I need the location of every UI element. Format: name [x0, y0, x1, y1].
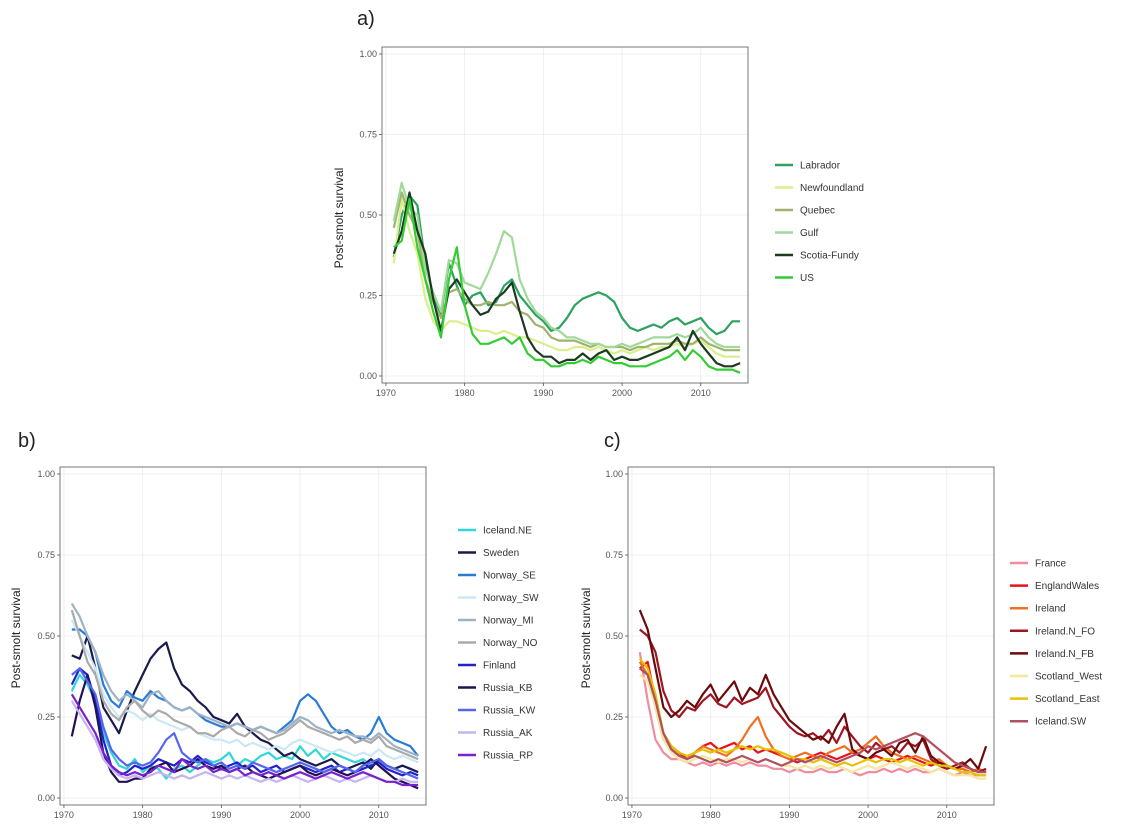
- y-tick-label-b: 0.75: [37, 550, 55, 560]
- y-tick-label-a: 0.50: [359, 210, 377, 220]
- panel-label-c: c): [604, 430, 621, 452]
- plot-frame-b: [59, 466, 427, 806]
- legend-label-c-2: Ireland: [1035, 604, 1066, 615]
- x-tick-label-a: 2010: [691, 388, 711, 398]
- x-tick-label-b: 2010: [369, 810, 389, 820]
- plot-frame-c: [627, 466, 995, 806]
- legend-label-a-1: Newfoundland: [800, 183, 864, 194]
- series-line-c-0: [638, 652, 987, 777]
- legend-label-b-9: Russia_AK: [483, 728, 533, 739]
- legend-label-a-5: US: [800, 273, 814, 284]
- legend-label-c-5: Scotland_West: [1035, 672, 1102, 683]
- series-line-a-2: [392, 191, 741, 352]
- legend-label-b-10: Russia_RP: [483, 751, 533, 762]
- y-tick-label-a: 0.25: [359, 291, 377, 301]
- legend-label-a-4: Scotia-Fundy: [800, 251, 859, 262]
- x-tick-label-a: 1980: [455, 388, 475, 398]
- panel-label-b: b): [18, 430, 36, 452]
- series-line-c-6: [638, 658, 987, 777]
- legend-label-a-2: Quebec: [800, 206, 835, 217]
- series-line-b-4: [70, 603, 419, 757]
- legend-label-b-4: Norway_MI: [483, 616, 534, 627]
- legend-label-b-0: Iceland.NE: [483, 526, 532, 537]
- x-tick-label-b: 2000: [290, 810, 310, 820]
- y-tick-label-b: 0.50: [37, 631, 55, 641]
- x-tick-label-c: 1990: [779, 810, 799, 820]
- series-line-b-10: [70, 693, 419, 787]
- legend-label-b-3: Norway_SW: [483, 593, 539, 604]
- series-line-a-5: [393, 197, 741, 374]
- y-tick-label-a: 0.00: [359, 371, 377, 381]
- series-line-b-2: [71, 628, 419, 757]
- series-line-c-7: [639, 667, 987, 774]
- series-line-b-0: [70, 673, 419, 780]
- y-axis-title-c: Post-smolt survival: [579, 588, 593, 689]
- y-tick-label-c: 1.00: [605, 469, 623, 479]
- y-tick-label-c: 0.00: [605, 793, 623, 803]
- y-axis-title-b: Post-smolt survival: [9, 588, 23, 689]
- series-line-c-2: [638, 661, 987, 774]
- x-tick-label-b: 1990: [211, 810, 231, 820]
- legend-label-b-7: Russia_KB: [483, 683, 533, 694]
- x-tick-label-c: 2000: [858, 810, 878, 820]
- y-tick-label-b: 0.25: [37, 712, 55, 722]
- y-tick-label-a: 0.75: [359, 130, 377, 140]
- y-tick-label-b: 1.00: [37, 469, 55, 479]
- series-line-c-3: [639, 628, 987, 774]
- y-tick-label-a: 1.00: [359, 49, 377, 59]
- legend-label-c-3: Ireland.N_FO: [1035, 626, 1095, 637]
- series-line-c-5: [639, 674, 987, 780]
- series-line-c-1: [639, 660, 987, 774]
- legend-label-a-0: Labrador: [800, 161, 841, 172]
- series-line-b-9: [70, 700, 419, 783]
- legend-label-c-4: Ireland.N_FB: [1035, 649, 1094, 660]
- series-line-b-8: [71, 667, 419, 780]
- x-tick-label-b: 1980: [133, 810, 153, 820]
- legend-label-b-6: Finland: [483, 661, 516, 672]
- series-line-c-4: [638, 609, 988, 770]
- y-tick-label-b: 0.00: [37, 793, 55, 803]
- x-tick-label-c: 1980: [701, 810, 721, 820]
- y-axis-title-a: Post-smolt survival: [332, 168, 346, 269]
- plot-frame-a: [381, 46, 749, 384]
- series-line-b-6: [70, 667, 419, 777]
- y-tick-label-c: 0.75: [605, 550, 623, 560]
- series-line-a-1: [392, 197, 741, 358]
- legend-label-c-0: France: [1035, 559, 1067, 570]
- series-line-a-0: [392, 194, 741, 336]
- x-tick-label-a: 1990: [533, 388, 553, 398]
- series-line-b-5: [70, 609, 419, 761]
- panel-label-a: a): [357, 8, 375, 30]
- x-tick-label-a: 1970: [376, 388, 396, 398]
- legend-label-a-3: Gulf: [800, 228, 819, 239]
- legend-label-b-5: Norway_NO: [483, 638, 538, 649]
- series-line-a-3: [392, 181, 741, 349]
- y-tick-label-c: 0.25: [605, 712, 623, 722]
- legend-label-b-8: Russia_KW: [483, 706, 536, 717]
- legend-label-c-1: EnglandWales: [1035, 581, 1099, 592]
- series-line-b-3: [70, 619, 419, 764]
- legend-label-b-1: Sweden: [483, 548, 519, 559]
- legend-label-b-2: Norway_SE: [483, 571, 536, 582]
- series-line-b-7: [70, 673, 419, 790]
- x-tick-label-c: 1970: [622, 810, 642, 820]
- series-line-a-4: [392, 191, 741, 368]
- legend-label-c-6: Scotland_East: [1035, 694, 1100, 705]
- x-tick-label-c: 2010: [937, 810, 957, 820]
- legend-label-c-7: Iceland.SW: [1035, 717, 1087, 728]
- series-line-b-1: [71, 634, 419, 774]
- x-tick-label-b: 1970: [54, 810, 74, 820]
- y-tick-label-c: 0.50: [605, 631, 623, 641]
- x-tick-label-a: 2000: [612, 388, 632, 398]
